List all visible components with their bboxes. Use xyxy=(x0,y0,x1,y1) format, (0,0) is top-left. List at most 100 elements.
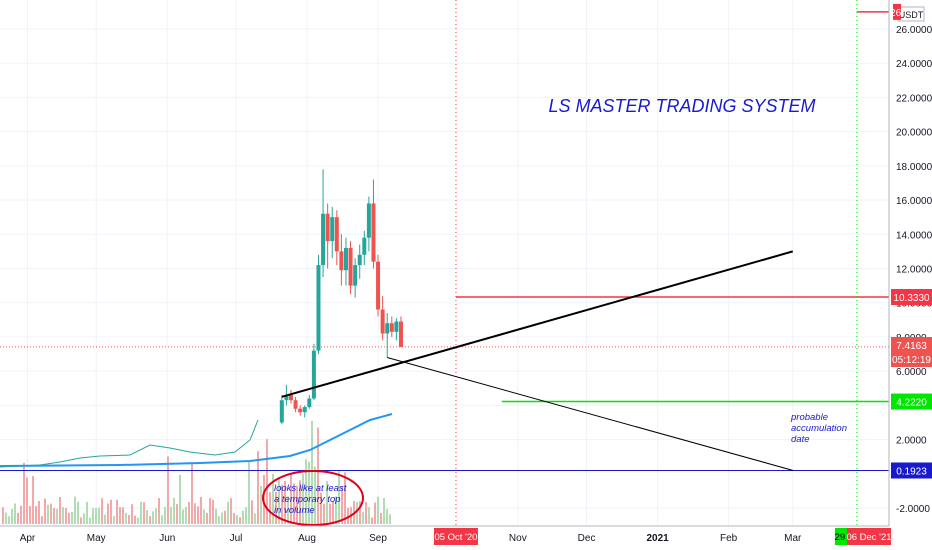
volume-bar xyxy=(98,507,100,524)
volume-bar xyxy=(164,507,166,524)
volume-bar xyxy=(158,498,160,524)
volume-bar xyxy=(272,474,274,524)
volume-bar xyxy=(257,451,259,524)
price-badge-label: 0.1923 xyxy=(896,466,927,477)
x-tick-label: Dec xyxy=(578,533,596,544)
candle-body xyxy=(398,321,403,347)
candle-body xyxy=(298,408,303,413)
annotation-volume-line: looks like at least xyxy=(274,483,347,494)
y-tick-label: 26.0000 xyxy=(896,25,932,36)
price-badge xyxy=(891,289,932,306)
volume-bar xyxy=(248,462,250,524)
volume-bar xyxy=(335,496,337,524)
volume-bar xyxy=(332,501,334,524)
volume-bar xyxy=(344,472,346,524)
volume-bar xyxy=(173,497,175,524)
y-tick-label: 18.0000 xyxy=(896,162,932,173)
candle-body xyxy=(325,213,330,242)
y-tick-label: 2.0000 xyxy=(896,436,927,447)
price-badge xyxy=(893,3,901,20)
volume-bar xyxy=(374,502,376,524)
moving-average-line xyxy=(0,413,393,467)
volume-bar xyxy=(266,439,268,524)
volume-bar xyxy=(113,516,115,524)
candle-body xyxy=(302,407,307,413)
volume-bar xyxy=(233,513,235,524)
candle-body xyxy=(371,203,376,262)
annotation-volume-line: a temporary top xyxy=(274,494,341,505)
x-tick-label: Mar xyxy=(784,533,802,544)
volume-bar xyxy=(38,500,40,524)
y-tick-label: -2.0000 xyxy=(896,504,930,515)
volume-bar xyxy=(146,510,148,524)
volume-bar xyxy=(128,514,130,524)
volume-bar xyxy=(101,498,103,524)
date-markers xyxy=(455,0,858,526)
volume-bar xyxy=(131,504,133,524)
volume-bar xyxy=(92,508,94,524)
y-tick-label: 24.0000 xyxy=(896,59,932,70)
candle-body xyxy=(316,265,321,351)
volume-bar xyxy=(245,507,247,524)
x-tick-label: Jun xyxy=(159,533,175,544)
x-tick-label: Jul xyxy=(230,533,243,544)
volume-bar xyxy=(62,507,64,524)
falling-trendline xyxy=(387,356,793,471)
price-badge-label: 4.2220 xyxy=(896,398,927,409)
volume-bars xyxy=(2,420,391,524)
x-tick-label: Apr xyxy=(20,533,36,544)
volume-bar xyxy=(20,505,22,524)
candle-body xyxy=(376,261,381,310)
volume-bar xyxy=(188,502,190,524)
volume-bar xyxy=(191,462,193,524)
volume-bar xyxy=(242,510,244,524)
volume-bar xyxy=(215,508,217,524)
volume-bar xyxy=(320,492,322,524)
volume-bar xyxy=(260,485,262,524)
volume-bar xyxy=(380,512,382,524)
volume-bar xyxy=(152,511,154,524)
volume-bar xyxy=(149,516,151,524)
price-badge-label: 05:12:19 xyxy=(892,355,931,366)
candle-body xyxy=(293,400,298,409)
volume-bar xyxy=(68,512,70,524)
price-axis[interactable]: -2.00002.00004.00006.00008.000010.000012… xyxy=(888,0,932,526)
volume-bar xyxy=(317,427,319,524)
candle-body xyxy=(357,254,362,266)
volume-bar xyxy=(74,496,76,524)
volume-bar xyxy=(167,456,169,524)
volume-bar xyxy=(182,509,184,524)
volume-bar xyxy=(17,512,19,524)
y-tick-label: 22.0000 xyxy=(896,93,932,104)
volume-bar xyxy=(59,496,61,524)
y-tick-label: 16.0000 xyxy=(896,196,932,207)
volume-bar xyxy=(86,501,88,524)
volume-bar xyxy=(359,501,361,524)
volume-bar xyxy=(275,491,277,524)
volume-bar xyxy=(56,508,58,524)
volume-bar xyxy=(65,508,67,524)
volume-bar xyxy=(203,509,205,524)
candle-body xyxy=(366,203,371,238)
x-tick-label: Aug xyxy=(298,533,316,544)
candle-body xyxy=(362,237,367,255)
time-axis[interactable]: Apr May Jun Jul Aug Sep Nov Dec 2021 Feb Mar xyxy=(0,525,889,544)
volume-bar xyxy=(377,496,379,524)
volume-bar xyxy=(365,502,367,524)
date-badge-label: 05 Oct '20 xyxy=(434,532,477,543)
volume-bar xyxy=(53,508,55,524)
volume-bar xyxy=(2,507,4,524)
volume-bar xyxy=(362,511,364,524)
volume-bar xyxy=(125,512,127,524)
volume-bar xyxy=(110,499,112,524)
volume-bar xyxy=(134,515,136,524)
volume-bar xyxy=(227,501,229,524)
volume-bar xyxy=(338,471,340,524)
volume-bar xyxy=(239,517,241,524)
y-tick-label: 12.0000 xyxy=(896,265,932,276)
y-tick-label: 6.0000 xyxy=(896,367,927,378)
candle-body xyxy=(311,350,316,399)
volume-bar xyxy=(89,517,91,524)
